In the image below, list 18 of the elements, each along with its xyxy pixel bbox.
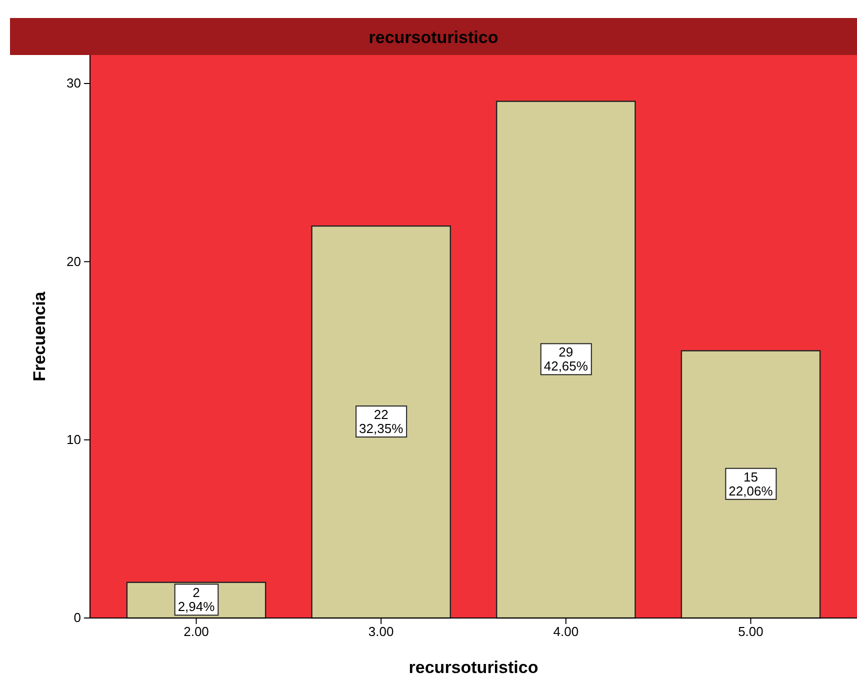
chart-title: recursoturistico [368,28,498,47]
y-axis-title: Frecuencia [30,291,49,382]
x-tick-label: 3.00 [368,624,394,640]
x-tick-label: 4.00 [553,624,579,640]
data-label: 15 22,06% [728,469,774,498]
x-tick-label: 2.00 [184,624,209,640]
data-label: 2 2,94% [178,585,216,614]
data-label: 22 32,35% [359,407,404,436]
y-tick-label: 30 [66,76,81,91]
y-tick-label: 0 [74,610,81,626]
y-tick-label: 20 [66,254,81,269]
bar [311,225,451,619]
x-tick-label: 5.00 [738,624,764,640]
bar [496,100,636,619]
x-axis-title: recursoturistico [408,658,538,677]
y-tick-label: 10 [66,432,81,447]
bar [680,350,821,619]
data-label: 29 42,65% [544,344,588,374]
